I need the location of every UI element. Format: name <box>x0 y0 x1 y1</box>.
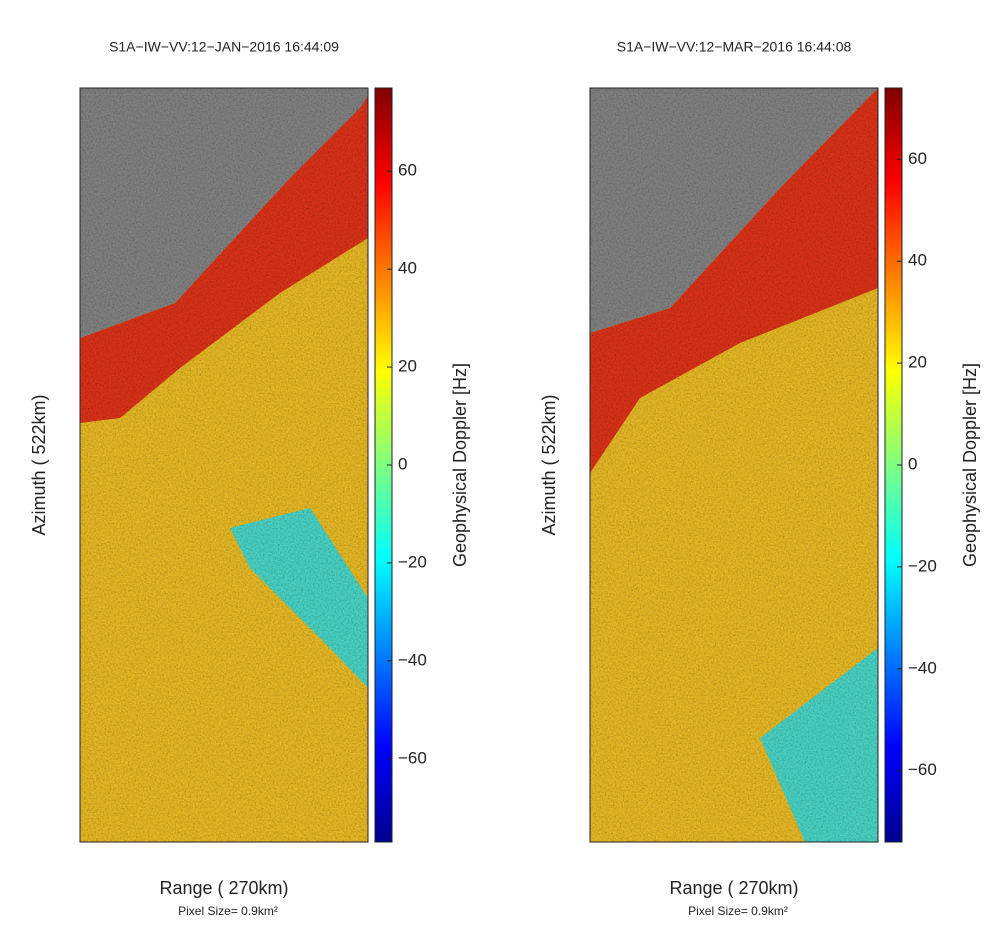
land <box>80 88 368 338</box>
colorbar-tick-label: 60 <box>398 161 417 180</box>
panel: S1A−IW−VV:12−JAN−2016 16:44:09 Azimuth ( … <box>29 39 470 918</box>
panel: S1A−IW−VV:12−MAR−2016 16:44:08 Azimuth ( … <box>539 39 980 918</box>
annotation: Pixel Size= 0.9km² <box>178 904 278 918</box>
x-label: Range ( 270km) <box>669 878 798 898</box>
colorbar-tick-label: 40 <box>908 251 927 270</box>
image-frame <box>79 87 369 843</box>
x-label: Range ( 270km) <box>159 878 288 898</box>
title: S1A−IW−VV:12−MAR−2016 16:44:08 <box>617 39 852 55</box>
y-label: Azimuth ( 522km) <box>29 394 49 535</box>
doppler-image <box>80 88 368 842</box>
low-doppler <box>760 648 878 842</box>
image-frame <box>589 87 879 843</box>
annotation: Pixel Size= 0.9km² <box>688 904 788 918</box>
colorbar-tick-label: 40 <box>398 259 417 278</box>
title: S1A−IW−VV:12−JAN−2016 16:44:09 <box>109 39 339 55</box>
colorbar-label: Geophysical Doppler [Hz] <box>450 363 470 567</box>
colorbar-tick-label: −40 <box>398 650 427 669</box>
high-doppler <box>80 93 368 423</box>
colorbar-tick-label: −20 <box>398 552 427 571</box>
colorbar-tick-label: −60 <box>398 748 427 767</box>
colorbar-tick-label: 60 <box>908 149 927 168</box>
y-label: Azimuth ( 522km) <box>539 394 559 535</box>
colorbar-tick-label: 20 <box>398 357 417 376</box>
colorbar-tick-label: 0 <box>908 454 917 473</box>
colorbar-tick-label: −60 <box>908 760 937 779</box>
colorbar-tick-label: 20 <box>908 353 927 372</box>
low-doppler <box>230 508 368 688</box>
colorbar-tick-label: −20 <box>908 556 937 575</box>
high-doppler <box>590 88 878 473</box>
colorbar-tick-label: 0 <box>398 454 407 473</box>
colorbar-label: Geophysical Doppler [Hz] <box>960 363 980 567</box>
land <box>590 88 878 333</box>
colorbar-tick-label: −40 <box>908 658 937 677</box>
doppler-image <box>590 88 878 842</box>
